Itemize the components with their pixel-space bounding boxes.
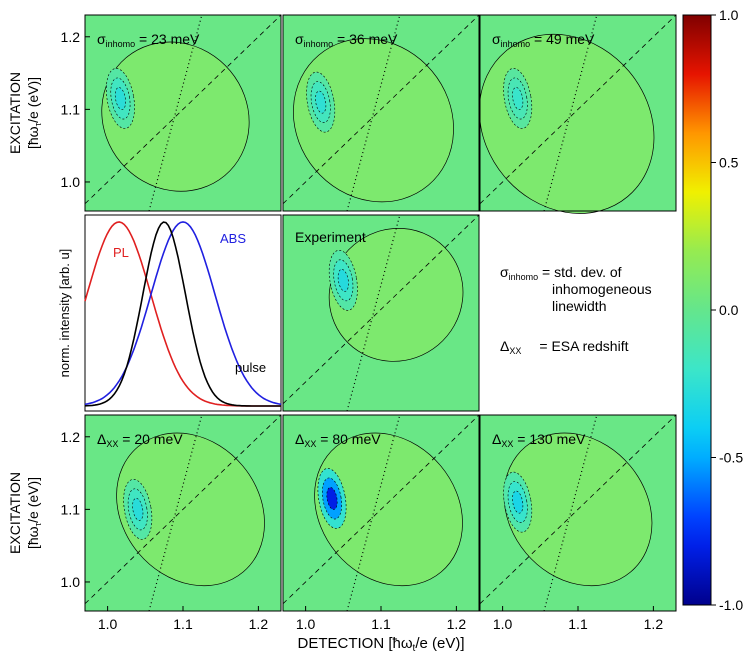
xlabel: DETECTION [ħωt/e (eV)] — [297, 635, 464, 654]
svg-text:ΔXX= ESA redshift: ΔXX = ESA redshift — [500, 338, 629, 356]
panel-dxx20 — [84, 414, 282, 612]
x-tick-label: 1.0 — [493, 616, 513, 632]
x-tick-label: 1.2 — [249, 616, 269, 632]
panel-title-dxx130: ΔXX = 130 meV — [492, 431, 586, 449]
colorbar-tick-label: 0.0 — [719, 302, 739, 318]
spectra-panel: PL ABS pulse — [84, 214, 282, 412]
x-tick-label: 1.0 — [296, 616, 316, 632]
spectrum-abs — [84, 221, 282, 406]
panel-title-dxx80: ΔXX = 80 meV — [295, 431, 381, 449]
axes: 1.0 1.1 1.2 1.0 1.1 1.2 1.0 1.1 1.2 1.0 1.1 1.2 1.0 1… — [7, 29, 663, 654]
x-tick-label: 1.1 — [371, 616, 391, 632]
spectrum-label-pl: PL — [113, 245, 129, 260]
colorbar-tick-label: 1.0 — [719, 7, 739, 23]
colorbar-tick-label: 0.5 — [719, 155, 739, 171]
y-tick-label: 1.0 — [61, 174, 81, 190]
svg-text:linewidth: linewidth — [552, 298, 606, 314]
spectra-ylabel: norm. intensity [arb. u] — [57, 249, 72, 378]
panel-sigma49 — [479, 14, 677, 214]
colorbar-tick-label: -1.0 — [719, 597, 743, 613]
ylabel-units: [ħωτ/e (eV)] — [25, 77, 43, 149]
ylabel-units: [ħωτ/e (eV)] — [25, 477, 43, 549]
y-tick-label: 1.1 — [61, 101, 81, 117]
panel-experiment — [282, 214, 480, 412]
panel-title-sigma23: σinhomo = 23 meV — [97, 31, 200, 49]
ylabel: EXCITATION — [7, 72, 23, 154]
panel-dxx80 — [282, 414, 480, 612]
panel-sigma36 — [282, 14, 480, 212]
spectrum-label-pulse: pulse — [235, 360, 266, 375]
panel-title-sigma49: σinhomo = 49 meV — [492, 31, 595, 49]
x-tick-label: 1.1 — [173, 616, 193, 632]
spectrum-pulse — [84, 221, 281, 407]
ylabel: EXCITATION — [7, 472, 23, 554]
y-tick-label: 1.2 — [61, 29, 81, 45]
svg-text:inhomogeneous: inhomogeneous — [552, 281, 652, 297]
legend-text: σinhomo = std. dev. ofinhomogeneouslinew… — [500, 264, 652, 356]
panel-dxx130 — [479, 414, 677, 612]
y-tick-label: 1.0 — [61, 574, 81, 590]
panel-title-dxx20: ΔXX = 20 meV — [97, 431, 183, 449]
colorbar-tick-label: -0.5 — [719, 450, 743, 466]
x-tick-label: 1.1 — [568, 616, 588, 632]
svg-text:σinhomo = std. dev. of: σinhomo = std. dev. of — [500, 264, 622, 282]
spectrum-label-abs: ABS — [220, 231, 246, 246]
panel-sigma23 — [84, 14, 282, 212]
colorbar: 1.0 0.5 0.0 -0.5 -1.0 — [682, 7, 743, 613]
y-tick-label: 1.1 — [61, 501, 81, 517]
experiment-title: Experiment — [295, 229, 366, 245]
x-tick-label: 1.2 — [447, 616, 467, 632]
y-tick-label: 1.2 — [61, 429, 81, 445]
x-tick-label: 1.2 — [644, 616, 664, 632]
panel-title-sigma36: σinhomo = 36 meV — [295, 31, 398, 49]
x-tick-label: 1.0 — [98, 616, 118, 632]
